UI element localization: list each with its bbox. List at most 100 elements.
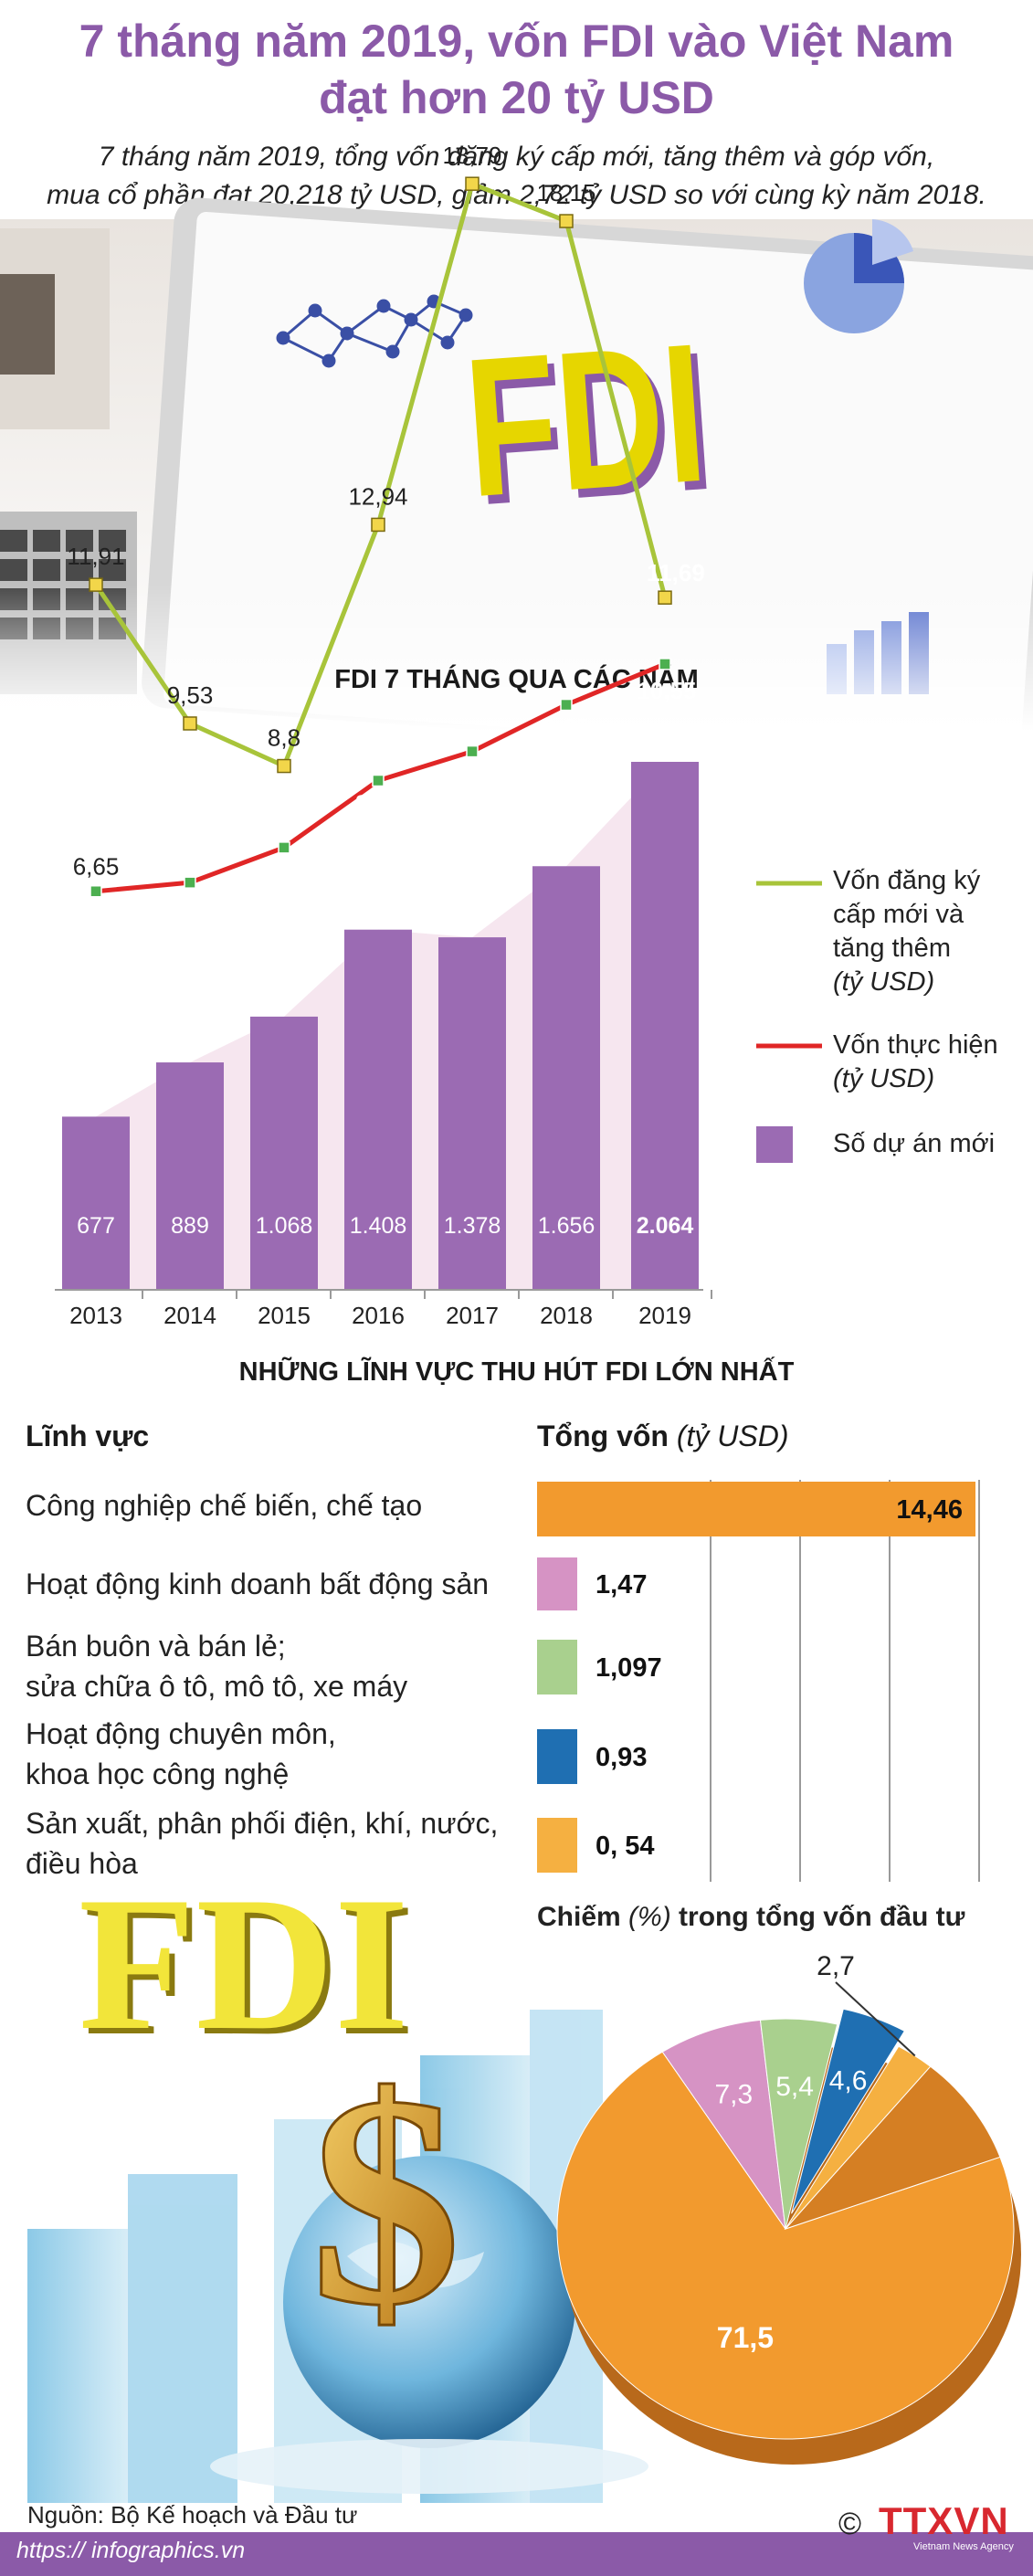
sector-value-4: 0, 54 bbox=[596, 1832, 655, 1861]
pie-title: Chiếm (%) trong tổng vốn đầu tư bbox=[537, 1902, 964, 1933]
bar-label-2017: 1.378 bbox=[444, 1213, 501, 1239]
legend-registered-unit: (tỷ USD) bbox=[833, 967, 935, 997]
sector-value-3: 0,93 bbox=[596, 1743, 647, 1772]
label-registered-2013: 11,91 bbox=[67, 543, 124, 570]
sector-value-1: 1,47 bbox=[596, 1570, 647, 1599]
legend-swatches bbox=[756, 881, 822, 1163]
point-realized-2015 bbox=[278, 841, 290, 854]
hero-fdi-text-shadow: FDI bbox=[466, 311, 719, 547]
pie-title-paren: (%) bbox=[628, 1902, 671, 1932]
pie-label-1: 7,3 bbox=[715, 2080, 754, 2110]
copyright-icon: © bbox=[838, 2507, 862, 2541]
label-registered-2017: 18,79 bbox=[442, 142, 501, 169]
legend-realized-unit: (tỷ USD) bbox=[833, 1064, 935, 1093]
page-title-line-2: đạt hơn 20 tỷ USD bbox=[319, 72, 714, 123]
pie-slice-remainder bbox=[784, 2065, 1001, 2231]
legend-registered-line-3: tăng thêm bbox=[833, 934, 951, 963]
pie-label-0: 71,5 bbox=[717, 2321, 774, 2354]
sector-name-3: Hoạt động chuyên môn, khoa học công nghệ bbox=[26, 1714, 537, 1794]
pie-label-3: 4,6 bbox=[829, 2066, 868, 2096]
dollar-sign-icon: $ bbox=[311, 2034, 461, 2368]
bottom-fdi-text: FDI bbox=[79, 1858, 409, 2070]
sector-name-0: Công nghiệp chế biến, chế tạo bbox=[26, 1485, 537, 1526]
point-realized-2019 bbox=[659, 658, 671, 670]
label-registered-2019: 11,69 bbox=[647, 559, 705, 586]
sector-bar-0 bbox=[537, 1482, 975, 1536]
total-column-header-label: Tổng vốn bbox=[537, 1420, 669, 1452]
x-tick-label-2018: 2018 bbox=[540, 1302, 593, 1329]
x-tick-label-2019: 2019 bbox=[638, 1302, 691, 1329]
sector-name-4-line-0: Sản xuất, phân phối điện, khí, nước, bbox=[26, 1807, 499, 1840]
sector-column-header: Lĩnh vực bbox=[26, 1420, 150, 1452]
total-column-header-unit: (tỷ USD) bbox=[676, 1420, 789, 1452]
pie-slice-2 bbox=[759, 2018, 838, 2230]
sector-name-4-line-1: điều hòa bbox=[26, 1847, 138, 1880]
sector-bar-2 bbox=[537, 1640, 577, 1694]
sector-name-1: Hoạt động kinh doanh bất động sản bbox=[26, 1564, 537, 1604]
label-registered-2018: 18,15 bbox=[536, 179, 596, 206]
bar-projects-2013 bbox=[62, 1116, 130, 1290]
page-title-line-1: 7 tháng năm 2019, vốn FDI vào Việt Nam bbox=[79, 16, 954, 67]
network-graph-icon bbox=[276, 294, 473, 368]
bar-label-2014: 889 bbox=[171, 1213, 209, 1239]
bar-label-2016: 1.408 bbox=[350, 1213, 407, 1239]
pie-title-part-2: trong tổng vốn đầu tư bbox=[679, 1902, 965, 1932]
bar-projects-2018 bbox=[532, 866, 600, 1290]
legend-registered-line-2: cấp mới và bbox=[833, 900, 964, 929]
point-registered-2018 bbox=[559, 214, 574, 228]
pie-label-4: 2,7 bbox=[817, 1951, 855, 1981]
point-registered-2016 bbox=[371, 517, 385, 533]
sector-name-2: Bán buôn và bán lẻ; sửa chữa ô tô, mô tô,… bbox=[26, 1626, 537, 1706]
sector-bar-4 bbox=[537, 1818, 577, 1873]
x-tick-label-2016: 2016 bbox=[352, 1302, 405, 1329]
pie-chart-icon bbox=[804, 219, 913, 333]
sector-name-2-line-1: sửa chữa ô tô, mô tô, xe máy bbox=[26, 1670, 408, 1703]
footer-bar bbox=[0, 2532, 1033, 2576]
point-realized-2017 bbox=[466, 744, 479, 758]
pie-title-part-1: Chiếm bbox=[537, 1902, 621, 1932]
point-realized-2018 bbox=[560, 698, 573, 712]
fdi-gold-text: FDI FDI bbox=[79, 1858, 415, 2075]
point-registered-2014 bbox=[183, 716, 197, 731]
chart2-title: NHỮNG LĨNH VỰC THU HÚT FDI LỚN NHẤT bbox=[238, 1357, 795, 1387]
point-registered-2015 bbox=[277, 758, 291, 774]
x-tick-label-2014: 2014 bbox=[163, 1302, 216, 1329]
subtitle-line-1: 7 tháng năm 2019, tổng vốn đăng ký cấp m… bbox=[98, 142, 935, 172]
point-registered-2019 bbox=[658, 590, 672, 605]
x-tick-label-2015: 2015 bbox=[258, 1302, 311, 1329]
bar-projects-2014 bbox=[156, 1062, 224, 1290]
bar-label-2013: 677 bbox=[77, 1213, 115, 1239]
sector-value-0: 14,46 bbox=[896, 1495, 963, 1525]
label-registered-2015: 8,8 bbox=[268, 724, 300, 752]
x-tick-label-2017: 2017 bbox=[446, 1302, 499, 1329]
pie-slice-0 bbox=[556, 2051, 1015, 2440]
sector-name-4: Sản xuất, phân phối điện, khí, nước, điều… bbox=[26, 1803, 537, 1884]
hero-illustration: FDI FDI bbox=[0, 197, 1033, 731]
point-realized-2013 bbox=[90, 884, 102, 898]
bar-label-2018: 1.656 bbox=[538, 1213, 596, 1239]
point-registered-2017 bbox=[465, 176, 480, 191]
point-realized-2014 bbox=[184, 876, 196, 889]
sector-name-2-line-0: Bán buôn và bán lẻ; bbox=[26, 1630, 286, 1663]
total-column-header: Tổng vốn (tỷ USD) bbox=[537, 1420, 789, 1453]
bar-projects-2016 bbox=[344, 929, 412, 1290]
sector-bar-3 bbox=[537, 1729, 577, 1784]
label-realized-2015: 7,4 bbox=[268, 857, 300, 884]
label-realized-2016: 8,55 bbox=[355, 790, 402, 818]
bar-projects-2017 bbox=[438, 937, 506, 1290]
sector-bar-1 bbox=[537, 1557, 577, 1610]
label-realized-2017: 9,05 bbox=[449, 761, 496, 788]
bar-label-2015: 1.068 bbox=[256, 1213, 313, 1239]
bar-projects-2015 bbox=[250, 1016, 318, 1290]
bottom-fdi-text-shadow: FDI bbox=[84, 1863, 415, 2075]
globe-icon bbox=[283, 2156, 575, 2448]
label-realized-2019: 10,55 bbox=[637, 677, 696, 704]
bar-projects-2019 bbox=[631, 762, 699, 1290]
sector-bar-chart: 14,46 1,47 1,097 0,93 0, 54 bbox=[537, 1480, 980, 1882]
point-registered-2013 bbox=[89, 577, 103, 592]
pie-slice-1 bbox=[661, 2019, 786, 2230]
label-registered-2014: 9,53 bbox=[167, 681, 214, 709]
label-registered-2016: 12,94 bbox=[348, 482, 407, 510]
label-realized-2014: 6,8 bbox=[174, 892, 206, 919]
